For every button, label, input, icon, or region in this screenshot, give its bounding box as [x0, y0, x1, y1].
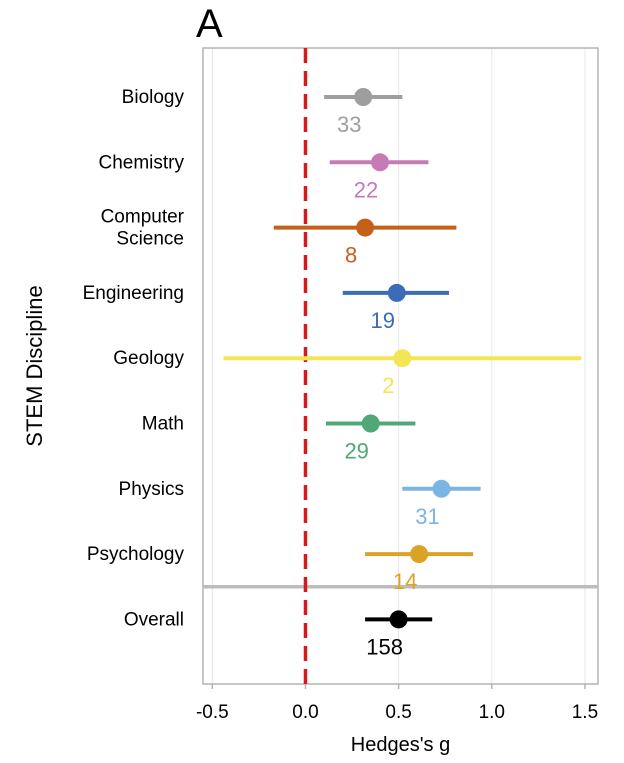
panel-label: A	[196, 2, 223, 46]
study-count-7: 14	[393, 569, 417, 594]
point-estimate-6	[432, 479, 451, 498]
row-label-0: Biology	[122, 87, 185, 108]
study-count-5: 29	[344, 439, 368, 464]
row-label-2-0: Computer	[101, 207, 185, 228]
row-label-2-1: Science	[116, 229, 184, 250]
x-tick-label-4: 1.5	[572, 702, 598, 723]
study-count-2: 8	[345, 243, 357, 268]
x-tick-label-0: -0.5	[196, 702, 229, 723]
point-estimate-0	[354, 88, 373, 106]
x-tick-label-1: 0.0	[292, 702, 318, 723]
point-estimate-1	[371, 153, 390, 172]
row-label-4: Geology	[113, 348, 184, 369]
row-label-3: Engineering	[83, 283, 184, 304]
row-label-6: Physics	[119, 479, 184, 500]
study-count-8: 158	[366, 634, 403, 659]
study-count-1: 22	[354, 177, 378, 202]
x-axis-label: Hedges's g	[351, 734, 450, 756]
plot-frame	[202, 47, 599, 685]
x-tick-label-2: 0.5	[385, 702, 411, 723]
point-estimate-4	[393, 349, 412, 368]
study-count-0: 33	[337, 112, 361, 137]
row-label-8: Overall	[124, 609, 184, 630]
row-label-7: Psychology	[87, 544, 185, 565]
study-count-4: 2	[382, 373, 394, 398]
x-tick-label-3: 1.0	[479, 702, 505, 723]
point-estimate-2	[356, 218, 375, 237]
y-axis-label: STEM Discipline	[22, 285, 47, 446]
point-estimate-5	[361, 414, 380, 433]
row-label-1: Chemistry	[98, 152, 184, 173]
row-label-5: Math	[142, 414, 184, 435]
study-count-6: 31	[415, 504, 439, 529]
point-estimate-3	[387, 283, 406, 302]
point-estimate-8	[389, 610, 408, 629]
point-estimate-7	[410, 545, 429, 564]
study-count-3: 19	[371, 308, 395, 333]
